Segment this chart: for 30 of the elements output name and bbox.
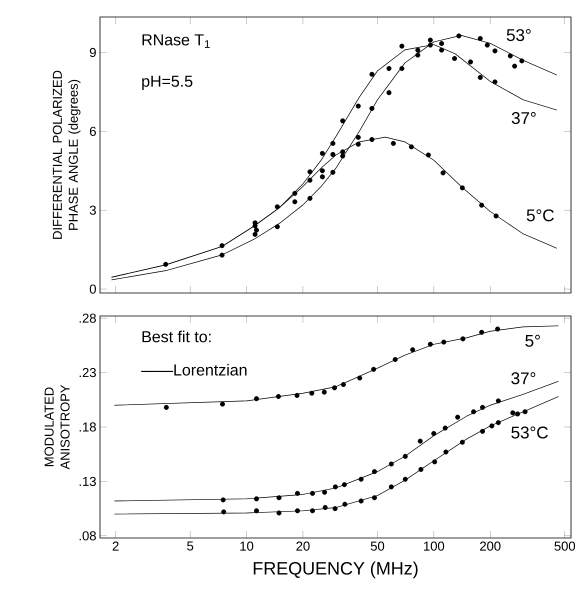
y-tick-label: 0 <box>90 284 96 294</box>
x-tick-label: 2 <box>112 542 119 551</box>
y-axis-title: MODULATED ANISOTROPY <box>44 384 70 470</box>
y-tick-label: .23 <box>80 368 96 378</box>
y-tick-label: 9 <box>90 48 96 58</box>
series-label: 5° <box>525 334 540 347</box>
legend-label: 37° <box>511 372 536 384</box>
legend-label: 5°C <box>526 209 554 222</box>
x-tick-label: 50 <box>370 542 384 551</box>
y-tick-label: 3 <box>90 206 96 215</box>
x-tick-label: 200 <box>480 542 501 551</box>
y-tick-label: .08 <box>80 531 96 540</box>
annotation: ——Lorentzian <box>141 364 246 376</box>
annotation: pH=5.5 <box>142 76 192 90</box>
x-tick-label: 500 <box>554 542 576 551</box>
y-tick-label: 6 <box>90 126 96 136</box>
x-axis-title: FREQUENCY (MHz) <box>254 562 418 578</box>
y-tick-label: .28 <box>80 314 96 323</box>
x-tick-label: 20 <box>296 542 310 551</box>
series-label: 37° <box>512 112 536 124</box>
y-axis-title: DIFFERENTIAL POLARIZED PHASE ANGLE (degrees) <box>52 70 80 239</box>
legend-label: 53°C <box>511 426 548 439</box>
x-tick-label: 10 <box>240 542 254 551</box>
y-tick-label: .13 <box>80 476 96 486</box>
legend-label: 53° <box>506 29 531 42</box>
y-tick-label: .18 <box>80 422 96 432</box>
x-tick-label: 100 <box>424 542 444 551</box>
annotation: Best fit to: <box>142 330 211 342</box>
annotation: RNase T$_{1}$ <box>142 34 210 48</box>
x-tick-label: 5 <box>187 542 194 551</box>
